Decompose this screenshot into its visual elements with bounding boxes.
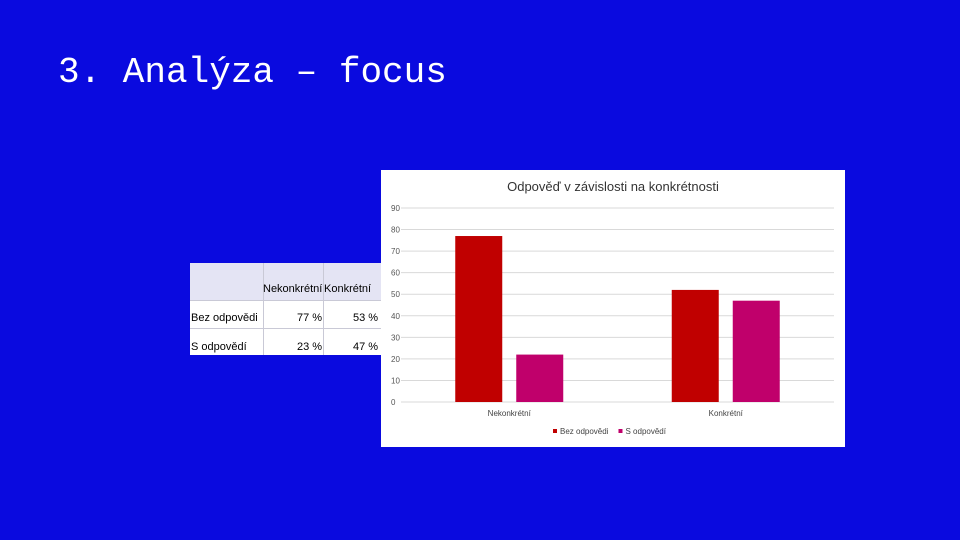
y-tick-label: 60	[391, 269, 400, 278]
table-cell: 53 %	[353, 312, 379, 324]
table-header-row	[190, 263, 381, 300]
x-tick-label: Nekonkrétní	[488, 409, 532, 418]
table-divider	[190, 300, 381, 301]
table-divider	[263, 263, 264, 355]
y-tick-label: 50	[391, 290, 400, 299]
y-tick-label: 70	[391, 247, 400, 256]
legend-swatch	[553, 429, 557, 433]
y-tick-label: 0	[391, 398, 396, 407]
y-tick-label: 30	[391, 333, 400, 342]
table-header-konkretni: Konkrétní	[324, 283, 372, 295]
bar-chart: Odpověď v závislosti na konkrétnosti 0 10 2…	[381, 170, 845, 447]
legend-swatch	[618, 429, 623, 433]
y-tick-label: 80	[391, 226, 400, 235]
table-cell: 77 %	[297, 312, 323, 324]
y-tick-label: 20	[391, 355, 400, 364]
table-divider	[323, 263, 324, 355]
data-table: Nekonkrétní Konkrétní Bez odpovědi 77 % …	[190, 263, 381, 355]
table-header-nekonkretni: Nekonkrétní	[263, 283, 323, 295]
y-tick-label: 40	[391, 312, 400, 321]
table-row-label: S odpovědí	[191, 341, 247, 353]
y-tick-label: 10	[391, 376, 400, 385]
chart-title: Odpověď v závislosti na konkrétnosti	[507, 179, 719, 194]
bar	[732, 300, 780, 402]
legend-label: S odpovědí	[625, 427, 666, 436]
table-cell: 47 %	[353, 341, 379, 353]
table-row-label: Bez odpovědi	[191, 312, 258, 324]
bar	[455, 236, 503, 402]
slide-title: 3. Analýza – focus	[58, 52, 447, 93]
x-tick-label: Konkrétní	[709, 409, 744, 418]
y-tick-label: 90	[391, 204, 400, 213]
chart-canvas: Odpověď v závislosti na konkrétnosti 0 10 2…	[391, 179, 834, 436]
legend-label: Bez odpovědi	[560, 427, 609, 436]
table-divider	[190, 328, 381, 329]
bar	[671, 289, 719, 402]
table-cell: 23 %	[297, 341, 323, 353]
bar	[516, 354, 564, 402]
